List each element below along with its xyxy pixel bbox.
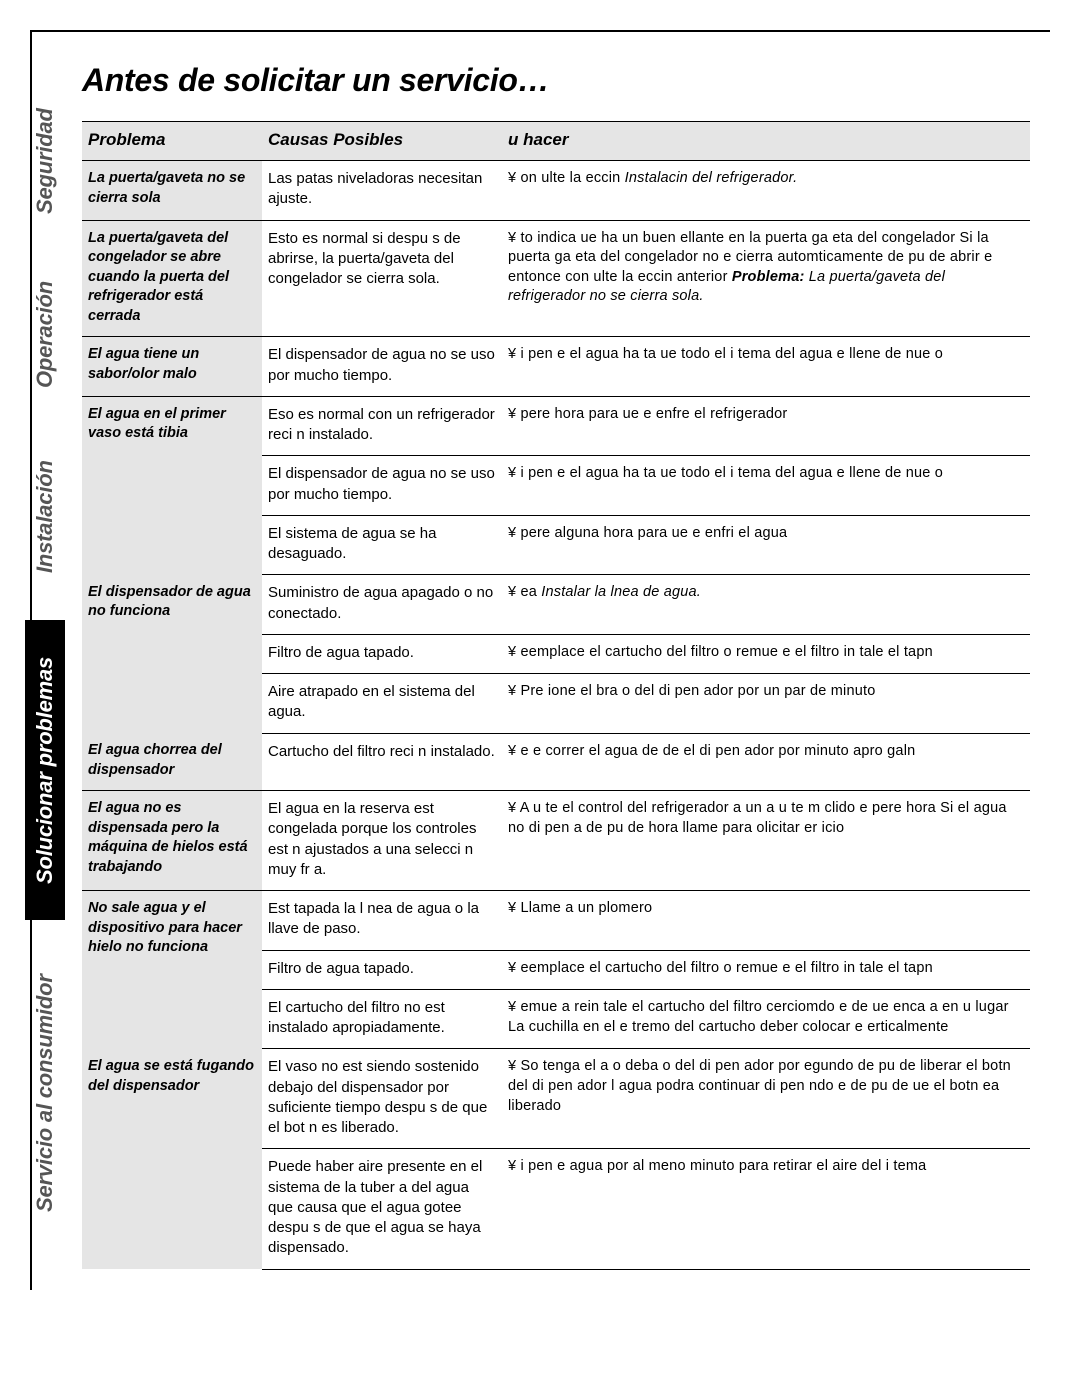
page-frame: Antes de solicitar un servicio… Problema…	[30, 30, 1050, 1290]
cause-cell: Esto es normal si despu s de abrirse, la…	[262, 220, 502, 337]
page-title: Antes de solicitar un servicio…	[82, 62, 1030, 99]
table-row: No sale agua y el dispositivo para hacer…	[82, 891, 1030, 951]
todo-cell: ¥ to indica ue ha un buen ellante en la …	[502, 220, 1030, 337]
problem-cell: El dispensador de agua no funciona	[82, 575, 262, 733]
problem-cell: El agua se está fugando del dispensador	[82, 1049, 262, 1269]
todo-ref: Instalar la lnea de agua.	[541, 584, 701, 600]
col-problema: Problema	[82, 122, 262, 161]
todo-cell: ¥ pere hora para ue e enfre el refrigera…	[502, 396, 1030, 456]
table-row: El dispensador de agua no funciona Sumin…	[82, 575, 1030, 635]
col-causas: Causas Posibles	[262, 122, 502, 161]
problem-cell: No sale agua y el dispositivo para hacer…	[82, 891, 262, 1049]
todo-cell: ¥ i pen e el agua ha ta ue todo el i tem…	[502, 337, 1030, 397]
todo-cell: ¥ i pen e agua por al meno minuto para r…	[502, 1149, 1030, 1269]
todo-cell: ¥ pere alguna hora para ue e enfri el ag…	[502, 515, 1030, 575]
table-row: El agua chorrea del dispensador Cartucho…	[82, 733, 1030, 791]
table-header-row: Problema Causas Posibles u hacer	[82, 122, 1030, 161]
todo-cell: ¥ Llame a un plomero	[502, 891, 1030, 951]
troubleshooting-table: Problema Causas Posibles u hacer La puer…	[82, 121, 1030, 1270]
problem-cell: El agua tiene un sabor/olor malo	[82, 337, 262, 397]
todo-cell: ¥ So tenga el a o deba o del di pen ador…	[502, 1049, 1030, 1149]
todo-label: Problema:	[732, 269, 805, 285]
table-row: La puerta/gaveta no se cierra sola Las p…	[82, 161, 1030, 221]
todo-cell: ¥ eemplace el cartucho del filtro o remu…	[502, 634, 1030, 673]
todo-text: ¥ ea	[508, 584, 541, 600]
cause-cell: El dispensador de agua no se uso por muc…	[262, 456, 502, 516]
todo-cell: ¥ emue a rein tale el cartucho del filtr…	[502, 989, 1030, 1049]
cause-cell: Est tapada la l nea de agua o la llave d…	[262, 891, 502, 951]
col-hacer: u hacer	[502, 122, 1030, 161]
cause-cell: El cartucho del filtro no est instalado …	[262, 989, 502, 1049]
table-row: El agua se está fugando del dispensador …	[82, 1049, 1030, 1149]
cause-cell: Las patas niveladoras necesitan ajuste.	[262, 161, 502, 221]
cause-cell: Suministro de agua apagado o no conectad…	[262, 575, 502, 635]
cause-cell: Filtro de agua tapado.	[262, 634, 502, 673]
problem-cell: La puerta/gaveta no se cierra sola	[82, 161, 262, 221]
cause-cell: El vaso no est siendo sostenido debajo d…	[262, 1049, 502, 1149]
table-row: El agua no es dispensada pero la máquina…	[82, 791, 1030, 891]
cause-cell: Cartucho del filtro reci n instalado.	[262, 733, 502, 791]
todo-cell: ¥ i pen e el agua ha ta ue todo el i tem…	[502, 456, 1030, 516]
table-row: La puerta/gaveta del congelador se abre …	[82, 220, 1030, 337]
problem-cell: El agua no es dispensada pero la máquina…	[82, 791, 262, 891]
todo-text: ¥ on ulte la eccin	[508, 170, 625, 186]
cause-cell: Aire atrapado en el sistema del agua.	[262, 674, 502, 734]
table-row: El agua tiene un sabor/olor malo El disp…	[82, 337, 1030, 397]
table-row: El agua en el primer vaso está tibia Eso…	[82, 396, 1030, 456]
cause-cell: Puede haber aire presente en el sistema …	[262, 1149, 502, 1269]
todo-cell: ¥ A u te el control del refrigerador a u…	[502, 791, 1030, 891]
todo-cell: ¥ Pre ione el bra o del di pen ador por …	[502, 674, 1030, 734]
todo-cell: ¥ on ulte la eccin Instalacin del refrig…	[502, 161, 1030, 221]
todo-cell: ¥ e e correr el agua de de el di pen ado…	[502, 733, 1030, 791]
todo-cell: ¥ eemplace el cartucho del filtro o remu…	[502, 950, 1030, 989]
cause-cell: Eso es normal con un refrigerador reci n…	[262, 396, 502, 456]
problem-cell: El agua chorrea del dispensador	[82, 733, 262, 791]
todo-cell: ¥ ea Instalar la lnea de agua.	[502, 575, 1030, 635]
cause-cell: El sistema de agua se ha desaguado.	[262, 515, 502, 575]
cause-cell: El dispensador de agua no se uso por muc…	[262, 337, 502, 397]
problem-cell: El agua en el primer vaso está tibia	[82, 396, 262, 575]
cause-cell: Filtro de agua tapado.	[262, 950, 502, 989]
todo-ref: Instalacin del refrigerador.	[625, 170, 798, 186]
cause-cell: El agua en la reserva est congelada porq…	[262, 791, 502, 891]
problem-cell: La puerta/gaveta del congelador se abre …	[82, 220, 262, 337]
